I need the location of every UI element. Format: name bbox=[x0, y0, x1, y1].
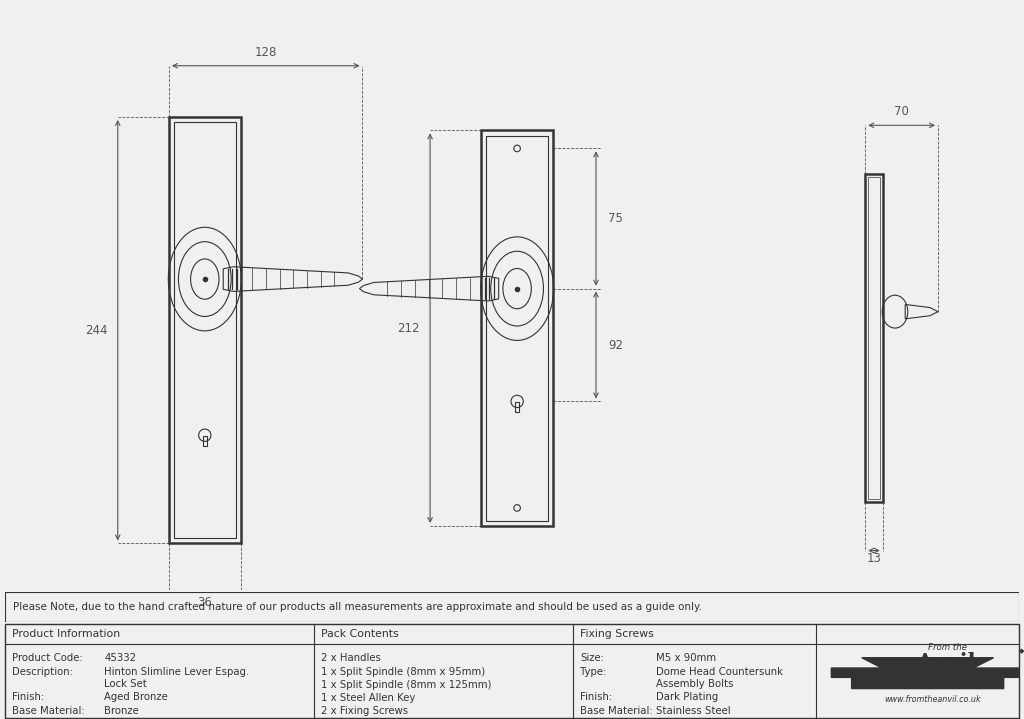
Text: Dome Head Countersunk: Dome Head Countersunk bbox=[656, 667, 783, 677]
Bar bbox=[486, 136, 548, 521]
Text: Finish:: Finish: bbox=[580, 692, 612, 702]
Text: 2 x Handles: 2 x Handles bbox=[322, 653, 381, 663]
Bar bbox=[169, 117, 241, 544]
Text: 75: 75 bbox=[608, 212, 624, 225]
Polygon shape bbox=[831, 658, 1024, 689]
Text: 45332: 45332 bbox=[104, 653, 136, 663]
Text: 244: 244 bbox=[85, 324, 108, 336]
Text: Base Material:: Base Material: bbox=[580, 706, 652, 716]
Text: Dark Plating: Dark Plating bbox=[656, 692, 718, 702]
Text: 1 x Split Spindle (8mm x 95mm): 1 x Split Spindle (8mm x 95mm) bbox=[322, 667, 485, 677]
Text: Pack Contents: Pack Contents bbox=[322, 629, 399, 639]
Text: 36: 36 bbox=[198, 596, 212, 609]
Text: Base Material:: Base Material: bbox=[12, 706, 85, 716]
Text: Description:: Description: bbox=[12, 667, 73, 677]
Text: Fixing Screws: Fixing Screws bbox=[580, 629, 653, 639]
Text: Stainless Steel: Stainless Steel bbox=[656, 706, 730, 716]
Text: Hinton Slimline Lever Espag.: Hinton Slimline Lever Espag. bbox=[104, 667, 250, 677]
Text: 2 x Fixing Screws: 2 x Fixing Screws bbox=[322, 706, 409, 716]
Text: 13: 13 bbox=[866, 552, 882, 565]
Text: Product Information: Product Information bbox=[12, 629, 121, 639]
Text: Assembly Bolts: Assembly Bolts bbox=[656, 679, 733, 689]
Bar bbox=[865, 173, 883, 503]
Bar bbox=[481, 130, 553, 526]
Text: Anvil: Anvil bbox=[916, 652, 976, 672]
Bar bbox=[515, 403, 519, 412]
Text: 212: 212 bbox=[397, 321, 420, 334]
Text: Please Note, due to the hand crafted nature of our products all measurements are: Please Note, due to the hand crafted nat… bbox=[13, 602, 702, 612]
Text: www.fromtheanvil.co.uk: www.fromtheanvil.co.uk bbox=[885, 695, 981, 705]
Text: 1 x Split Spindle (8mm x 125mm): 1 x Split Spindle (8mm x 125mm) bbox=[322, 680, 492, 690]
Text: M5 x 90mm: M5 x 90mm bbox=[656, 653, 716, 663]
Text: Finish:: Finish: bbox=[12, 692, 44, 702]
Text: 1 x Steel Allen Key: 1 x Steel Allen Key bbox=[322, 693, 416, 703]
Text: Aged Bronze: Aged Bronze bbox=[104, 692, 168, 702]
Text: 92: 92 bbox=[608, 339, 624, 352]
Text: From the: From the bbox=[929, 644, 968, 652]
Bar bbox=[868, 177, 880, 499]
Bar bbox=[174, 122, 236, 539]
Text: Product Code:: Product Code: bbox=[12, 653, 83, 663]
Text: ◆: ◆ bbox=[1019, 648, 1024, 654]
Text: Size:: Size: bbox=[580, 653, 604, 663]
Text: Type:: Type: bbox=[580, 667, 606, 677]
Text: Bronze: Bronze bbox=[104, 706, 139, 716]
Text: 70: 70 bbox=[894, 105, 909, 118]
Bar bbox=[203, 436, 207, 446]
Text: Lock Set: Lock Set bbox=[104, 679, 147, 689]
Text: 128: 128 bbox=[255, 45, 276, 58]
